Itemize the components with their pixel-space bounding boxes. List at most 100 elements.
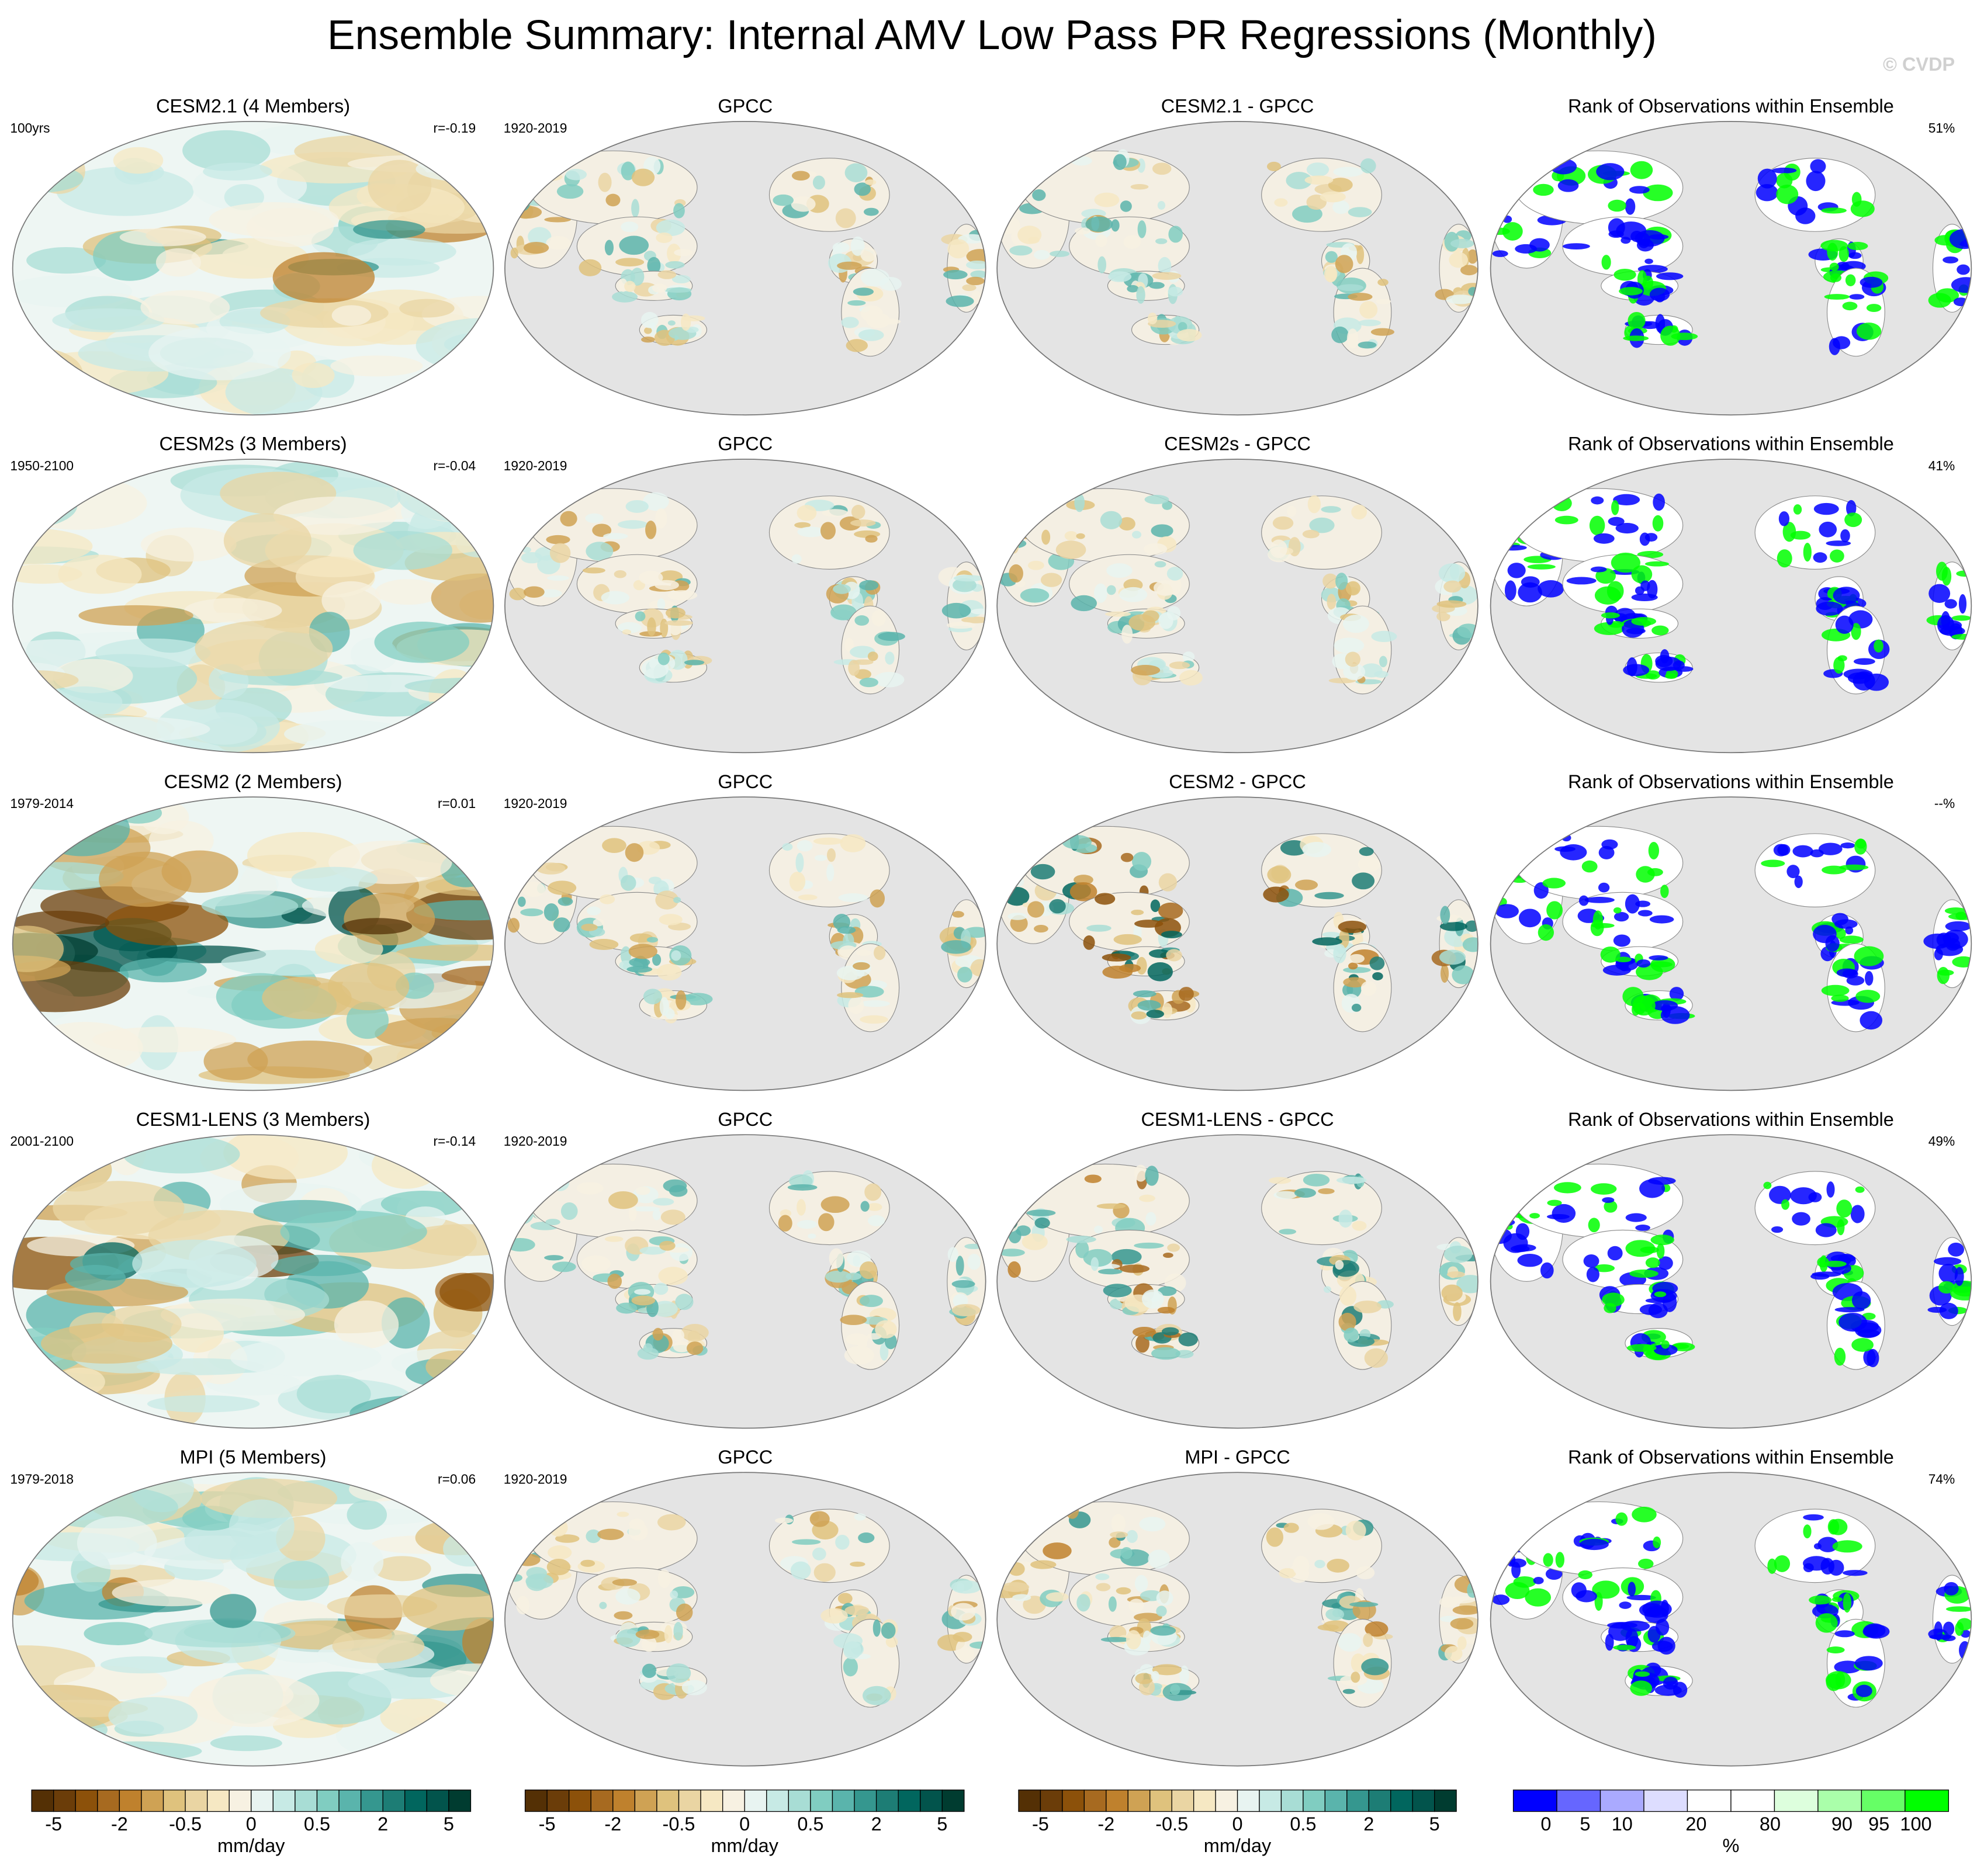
map-anomaly	[1613, 911, 1629, 922]
map-anomaly	[863, 1686, 891, 1705]
colorbar-box	[1215, 1790, 1238, 1812]
map-anomaly	[1322, 573, 1338, 589]
map-anomaly	[1838, 1312, 1867, 1332]
colorbar-box	[854, 1790, 877, 1812]
map-anomaly	[1040, 156, 1051, 168]
map-anomaly	[1343, 977, 1366, 988]
map-anomaly	[1027, 901, 1044, 918]
map-anomaly	[39, 1726, 103, 1766]
map-anomaly	[428, 669, 479, 722]
colorbar-box	[1390, 1790, 1413, 1812]
panel-title: GPCC	[718, 1109, 773, 1130]
map-anomaly	[1343, 663, 1366, 681]
map-anomaly	[1626, 1344, 1657, 1352]
map-anomaly	[1626, 627, 1646, 634]
map-anomaly	[798, 894, 818, 900]
map-anomaly	[660, 1209, 685, 1225]
map-anomaly	[951, 1304, 981, 1317]
map-anomaly	[1137, 220, 1147, 238]
map-anomaly	[12, 1395, 65, 1416]
map-anomaly	[414, 701, 453, 726]
colorbar-box	[634, 1790, 657, 1812]
panel-title: Rank of Observations within Ensemble	[1568, 1109, 1894, 1130]
map-anomaly	[604, 1236, 624, 1242]
map-anomaly	[1662, 1292, 1677, 1312]
map-anomaly	[1653, 493, 1665, 511]
map-anomaly	[1120, 852, 1134, 862]
map-anomaly	[683, 993, 713, 1005]
map-anomaly	[878, 632, 905, 641]
map-anomaly	[1602, 1197, 1615, 1203]
map-anomaly	[864, 207, 879, 216]
panel-stat: r=-0.19	[433, 120, 476, 136]
map-anomaly	[1835, 615, 1854, 634]
map-anomaly	[620, 946, 632, 965]
map-anomaly	[951, 1603, 976, 1621]
colorbar-label: -0.5	[663, 1813, 695, 1835]
map-anomaly	[1307, 1513, 1335, 1530]
map-anomaly	[657, 270, 677, 279]
map-anomaly	[1135, 1334, 1149, 1353]
map-anomaly	[12, 1060, 128, 1080]
map-anomaly	[837, 261, 862, 270]
map-anomaly	[1815, 1613, 1838, 1633]
panel-title: GPCC	[718, 434, 773, 455]
panel-stat: r=0.01	[438, 796, 476, 811]
map-anomaly	[1335, 573, 1348, 590]
map-anomaly	[581, 1255, 611, 1272]
map-anomaly	[1955, 911, 1967, 920]
map-anomaly	[1332, 200, 1350, 214]
map-anomaly	[507, 918, 520, 933]
map-anomaly	[1148, 949, 1172, 958]
colorbar-box	[524, 1790, 548, 1812]
map-anomaly	[867, 1215, 885, 1226]
map-anomaly	[431, 573, 494, 623]
map-anomaly	[1578, 1570, 1592, 1580]
map-anomaly	[1327, 1558, 1350, 1573]
map-anomaly	[1358, 341, 1377, 349]
map-anomaly	[1132, 530, 1142, 539]
map-border	[504, 459, 986, 754]
map-anomaly	[1119, 517, 1135, 531]
map-anomaly	[1141, 1289, 1164, 1309]
map-anomaly	[846, 1272, 861, 1281]
map-anomaly	[1944, 1582, 1959, 1596]
map-anomaly	[1856, 323, 1882, 340]
panel-period: 1920-2019	[504, 796, 567, 811]
map-anomaly	[1635, 900, 1651, 907]
map-anomaly	[605, 193, 621, 207]
colorbar-label: 2	[378, 1813, 388, 1835]
map-anomaly	[1360, 158, 1376, 174]
map-anomaly	[1120, 200, 1132, 212]
map	[1490, 797, 1972, 1091]
map-anomaly	[1492, 250, 1508, 257]
map-anomaly	[1854, 1656, 1883, 1671]
colorbar-box	[1599, 1790, 1644, 1812]
map-anomaly	[1846, 976, 1865, 986]
map-anomaly	[635, 1186, 650, 1195]
panel-title: CESM1-LENS - GPCC	[1141, 1109, 1334, 1130]
map-anomaly	[641, 1636, 657, 1652]
map-anomaly	[1266, 161, 1281, 172]
map-anomaly	[1832, 1540, 1862, 1553]
map-anomaly	[1436, 611, 1450, 622]
map-anomaly	[144, 1619, 296, 1648]
map-anomaly	[1168, 226, 1183, 243]
map-anomaly	[560, 1202, 578, 1220]
map-anomaly	[830, 604, 857, 620]
map-anomaly	[1162, 1003, 1173, 1018]
map-anomaly	[1847, 672, 1871, 684]
map-anomaly	[874, 672, 905, 688]
colorbar-box	[162, 1790, 186, 1812]
map-anomaly	[951, 1280, 975, 1288]
map-anomaly	[1119, 1264, 1150, 1273]
map-anomaly	[1045, 1592, 1069, 1602]
map-anomaly	[209, 202, 339, 237]
map-anomaly	[1145, 1212, 1157, 1226]
map-anomaly	[1845, 274, 1856, 286]
map-anomaly	[1874, 639, 1883, 653]
colorbar-box	[810, 1790, 833, 1812]
map	[1490, 121, 1972, 415]
map-anomaly	[1065, 1503, 1079, 1519]
map-anomaly	[1824, 1260, 1847, 1267]
